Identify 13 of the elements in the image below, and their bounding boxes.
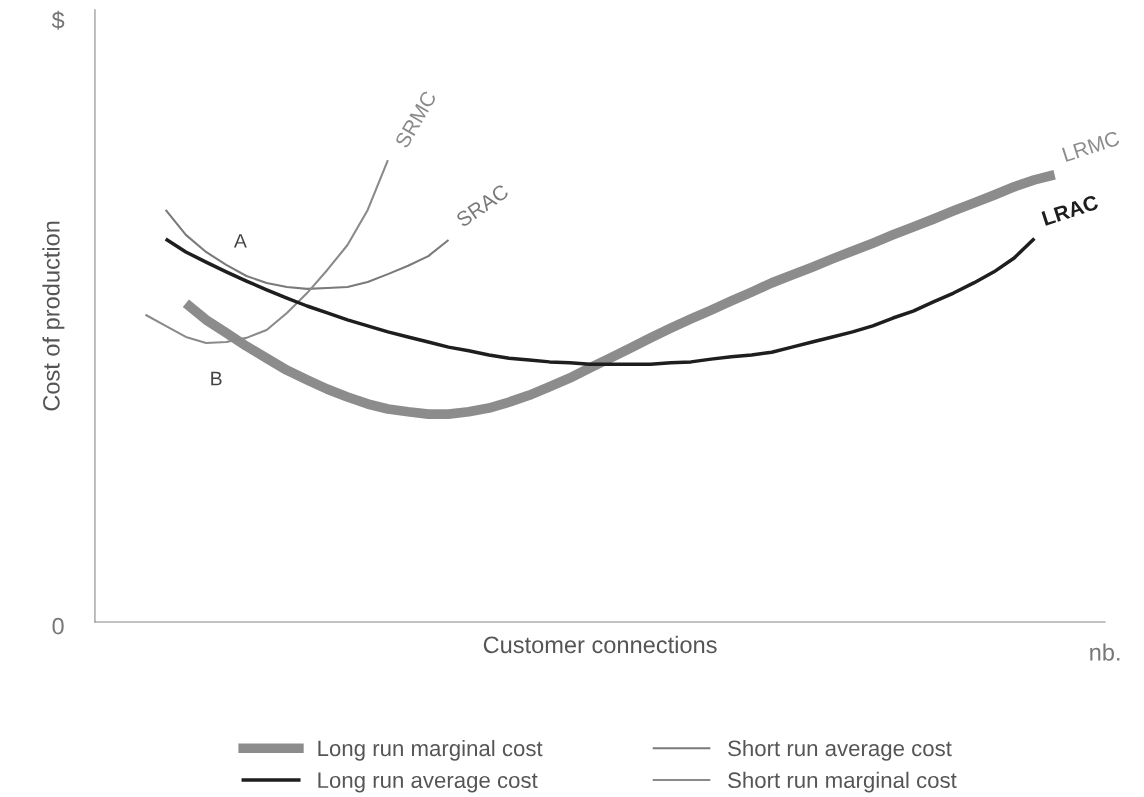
text: $ [51, 10, 65, 30]
legend-label: Long run marginal cost [318, 739, 543, 761]
x-axis-title: Customer connections [483, 635, 717, 654]
annotation: B [211, 371, 222, 386]
text: 0 [52, 617, 64, 635]
annotation: LRMC [1061, 130, 1121, 163]
legend-label: Short run marginal cost [728, 771, 957, 793]
text: nb. [1090, 643, 1120, 661]
y-axis-title: Cost of production [42, 221, 65, 411]
legend-label: Long run average cost [318, 772, 538, 793]
legend-label: Short run average cost [728, 739, 952, 761]
annotation: A [233, 234, 247, 248]
annotation: LRAC [1041, 194, 1100, 226]
